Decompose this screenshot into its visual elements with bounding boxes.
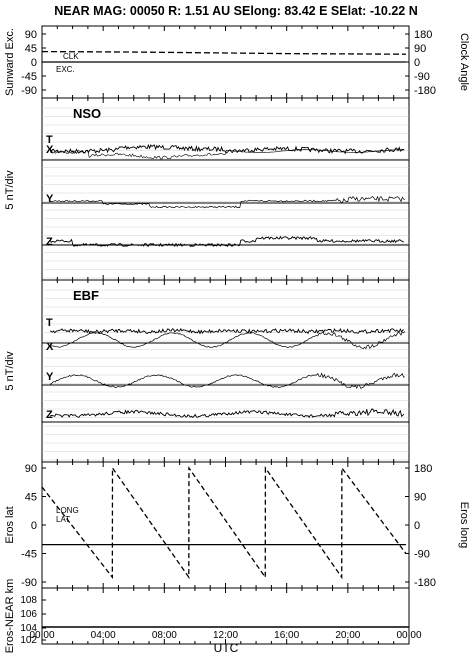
x-tick-label: 12:00 (213, 630, 238, 641)
panel-ebf-frame (41, 279, 410, 463)
eros-long-tick-label: 0 (414, 520, 420, 532)
nso-trace-y (50, 195, 406, 209)
sunward-tick-label: 45 (25, 43, 37, 55)
eros-long-tick-label: 90 (414, 492, 426, 504)
eros-series-0 (41, 465, 407, 580)
x-tick-label: 16:00 (274, 630, 299, 641)
clock-angle-tick-label: -180 (414, 85, 436, 97)
ebf-comp-y: Y (46, 371, 54, 383)
x-tick-label: 20:00 (335, 630, 360, 641)
nso-comp-y: Y (46, 193, 54, 205)
eros-lat-tick-label: -90 (21, 577, 37, 589)
nso-panel-title: NSO (73, 106, 101, 121)
sunward-tick-label: 0 (31, 57, 37, 69)
eros-lat-tick-label: 45 (25, 492, 37, 504)
panel-eros-frame (41, 461, 410, 589)
x-tick-label: 04:00 (91, 630, 116, 641)
clock-angle-tick-label: 0 (414, 57, 420, 69)
distance-tick-label: 108 (20, 595, 37, 606)
distance-tick-label: 102 (20, 635, 37, 646)
axis-labels: 90 45 0 -45 -90 180 90 0 -90 -180 90 45 0 -45 -90 180 90… (20, 29, 436, 646)
clock-angle-tick-label: -90 (414, 71, 430, 83)
x-tick-label: 00:00 (396, 630, 421, 641)
ebf-axis-label: 5 nT/div (4, 351, 16, 391)
sunward-series-0 (41, 50, 406, 55)
eros-long-axis-label: Eros long (458, 502, 470, 548)
ebf-comp-t: T (46, 317, 53, 329)
nso-trace-z (49, 235, 405, 247)
eros-long-tick-label: -180 (414, 577, 436, 589)
ebf-comp-z: Z (46, 409, 53, 421)
tick-marks (41, 26, 410, 644)
x-tick-label: 00:00 (29, 630, 54, 641)
clock-angle-tick-label: 180 (414, 29, 432, 41)
sunward-axis-label: Sunward Exc. (4, 28, 16, 96)
distance-axis-label: Eros-NEAR km (4, 579, 16, 654)
eros-lat-tick-label: -45 (21, 549, 37, 561)
sunward-tick-label: -90 (21, 85, 37, 97)
ebf-trace-y (49, 372, 406, 390)
data-series (41, 50, 409, 628)
eros-lat-tick-label: 90 (25, 463, 37, 475)
eros-long-tick-label: 180 (414, 463, 432, 475)
clock-angle-axis-label: Clock Angle (458, 33, 470, 91)
x-axis-label: UTC (214, 641, 239, 655)
distance-tick-label: 104 (20, 623, 37, 634)
clock-angle-tick-label: 90 (414, 43, 426, 55)
sunward-tick-label: -45 (21, 71, 37, 83)
long-series-label: LONG (56, 506, 79, 515)
clk-series-label: CLK (63, 52, 79, 61)
nso-comp-z: Z (46, 236, 53, 248)
ebf-trace-t (49, 327, 404, 335)
nso-axis-label: 5 nT/div (4, 170, 16, 210)
eros-lat-tick-label: 0 (31, 520, 37, 532)
ebf-panel-title: EBF (73, 288, 99, 303)
distance-tick-label: 106 (20, 609, 37, 620)
nso-comp-x: X (46, 144, 54, 156)
ebf-trace-x (49, 331, 406, 350)
chart-title: NEAR MAG: 00050 R: 1.51 AU SElong: 83.42… (54, 4, 418, 18)
eros-long-tick-label: -90 (414, 549, 430, 561)
exc-series-label: EXC. (56, 65, 75, 74)
sunward-tick-label: 90 (25, 29, 37, 41)
nso-trace-t (49, 143, 405, 155)
nso-comp-t: T (46, 134, 53, 146)
ebf-trace-z (49, 408, 405, 419)
nso-trace-x (49, 148, 405, 160)
x-tick-label: 08:00 (152, 630, 177, 641)
lat-series-label: LAT (56, 515, 70, 524)
ebf-comp-x: X (46, 341, 54, 353)
eros-lat-axis-label: Eros lat (4, 506, 16, 543)
